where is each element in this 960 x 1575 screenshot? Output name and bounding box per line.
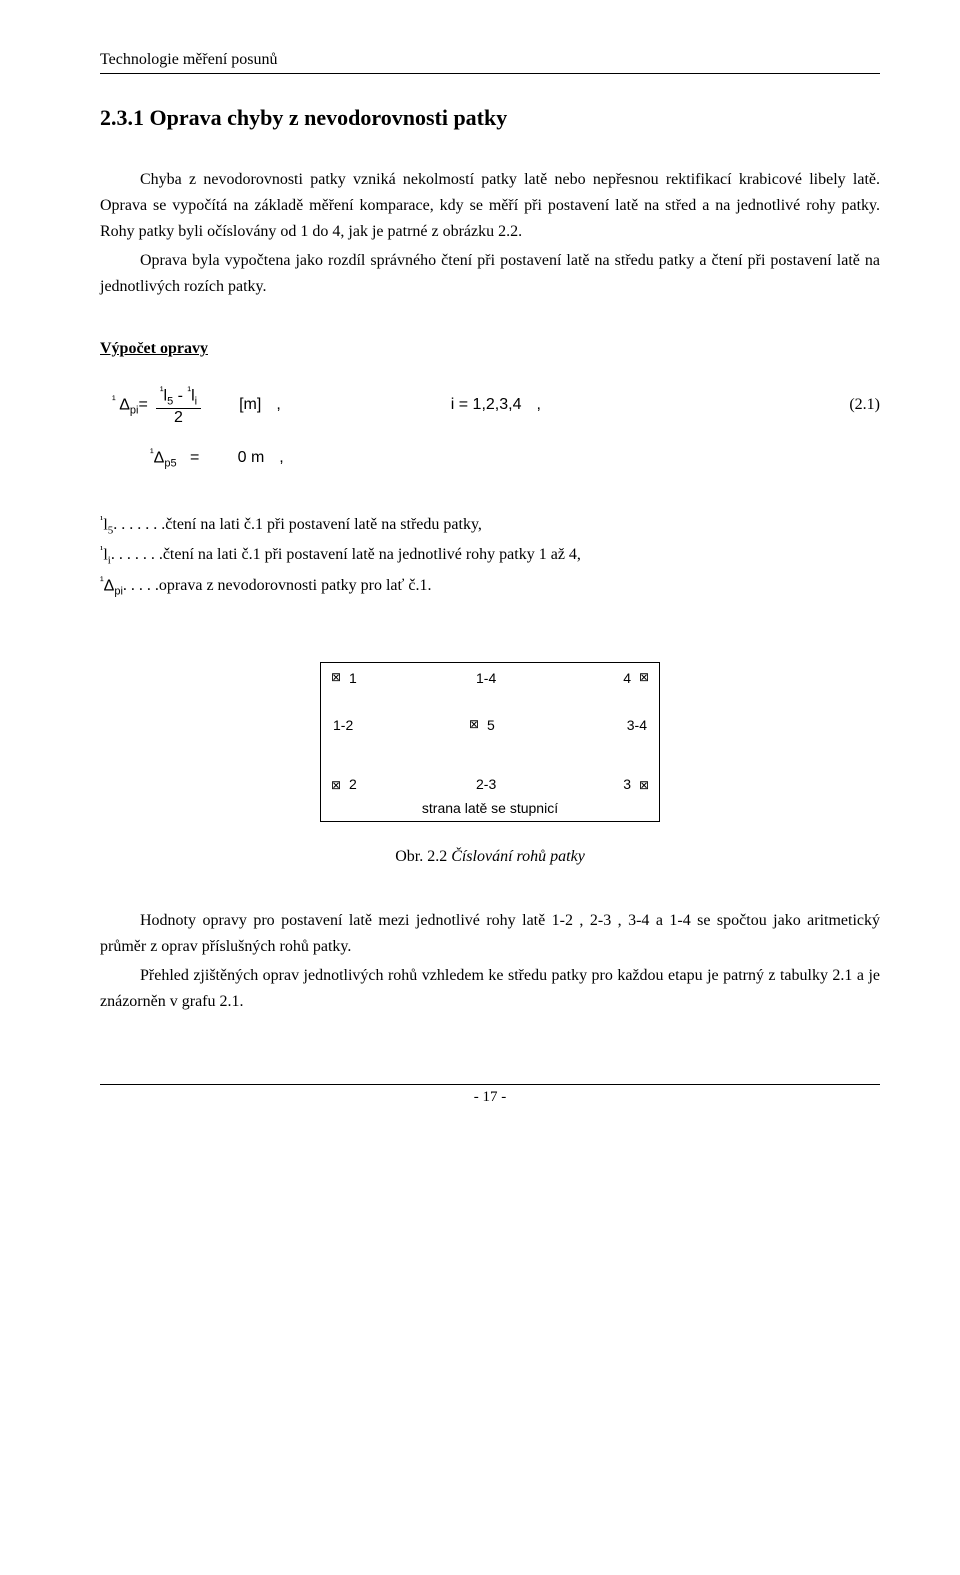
definitions-block: ¹l5 . . . . . . . čtení na lati č.1 při … — [100, 511, 880, 602]
paragraph-1: Chyba z nevodorovnosti patky vzniká neko… — [100, 167, 880, 244]
figure-caption: Obr. 2.2 Číslování rohů patky — [395, 847, 585, 868]
section-heading: 2.3.1 Oprava chyby z nevodorovnosti patk… — [100, 104, 880, 133]
page-header: Technologie měření posunů — [100, 50, 880, 74]
definition-li: ¹li . . . . . . . čtení na lati č.1 při … — [100, 541, 880, 571]
calc-subheading: Výpočet opravy — [100, 339, 880, 360]
paragraph-4: Přehled zjištěných oprav jednotlivých ro… — [100, 963, 880, 1014]
patka-diagram: ⊠ 1 ⊠ 4 ⊠ 2 ⊠ 3 ⊠ 5 1-4 1-2 3-4 2-3 stra… — [320, 662, 660, 822]
formula-p5: ¹Δp5 = 0 m , — [150, 446, 880, 471]
definition-l5: ¹l5 . . . . . . . čtení na lati č.1 při … — [100, 511, 880, 541]
equation-number: (2.1) — [849, 395, 880, 416]
page-number: - 17 - — [100, 1084, 880, 1108]
paragraph-2: Oprava byla vypočtena jako rozdíl správn… — [100, 248, 880, 299]
paragraph-3: Hodnoty opravy pro postavení latě mezi j… — [100, 908, 880, 959]
fraction: ¹l5 - ¹li 2 — [156, 385, 201, 426]
figure-2-2: ⊠ 1 ⊠ 4 ⊠ 2 ⊠ 3 ⊠ 5 1-4 1-2 3-4 2-3 stra… — [100, 662, 880, 868]
definition-delta-pi: ¹Δpi . . . . . oprava z nevodorovnosti p… — [100, 572, 880, 602]
diagram-footer-label: strana latě se stupnicí — [321, 799, 659, 817]
formula-2-1: ¹ Δpi = ¹l5 - ¹li 2 [m] , i = 1,2,3,4 , … — [100, 385, 880, 426]
